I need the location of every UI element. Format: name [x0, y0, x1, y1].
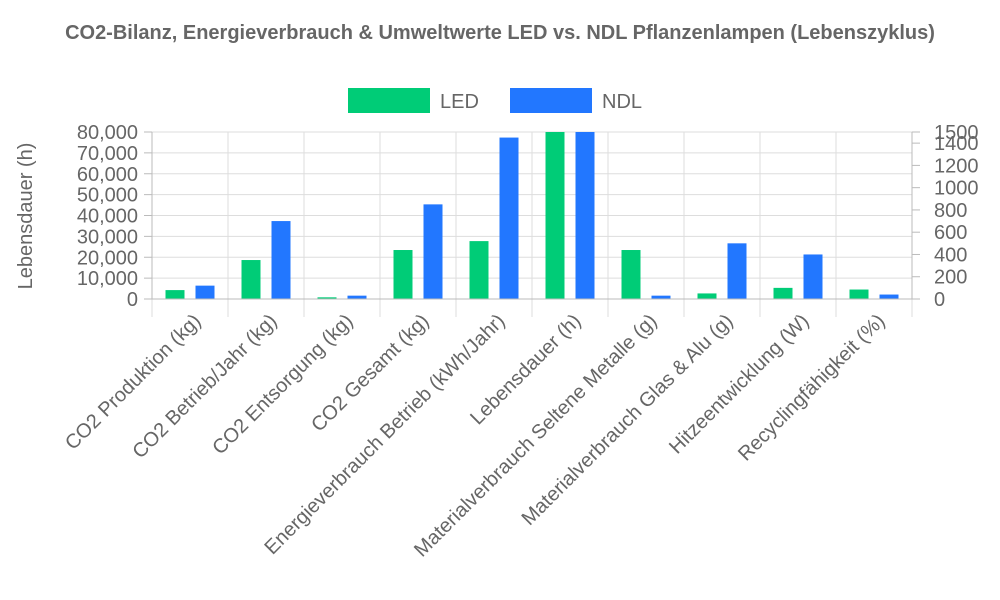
bar-led: [241, 260, 261, 299]
x-tick-label: CO2 Entsorgung (kg): [208, 310, 357, 459]
bar-led: [621, 250, 641, 299]
y-tick-label: 0: [127, 289, 138, 311]
legend-swatch: [510, 88, 592, 113]
y-tick-label: 50,000: [77, 185, 138, 207]
legend-label: NDL: [602, 91, 642, 113]
legend[interactable]: LED NDL: [348, 88, 642, 113]
y-tick-label: 10,000: [77, 268, 138, 290]
bar-ndl: [271, 221, 291, 299]
bar-led: [849, 289, 869, 299]
grid: [151, 131, 913, 317]
legend-label: LED: [440, 91, 479, 113]
legend-item-led[interactable]: LED: [348, 88, 479, 113]
bars: [165, 132, 899, 299]
y2-tick-label: 1500: [934, 122, 979, 144]
x-tick-label: Recyclingfähigkeit (%): [734, 310, 889, 465]
x-tick-label: CO2 Betrieb/Jahr (kg): [128, 310, 281, 463]
bar-led: [545, 132, 565, 299]
y2-tick-label: 600: [934, 222, 967, 244]
x-tick-label: CO2 Produktion (kg): [61, 310, 205, 454]
y2-tick-label: 400: [934, 244, 967, 266]
bar-ndl: [803, 254, 823, 299]
axes: 010,00020,00030,00040,00050,00060,00070,…: [61, 122, 978, 561]
legend-swatch: [348, 88, 430, 113]
y-tick-label: 80,000: [77, 122, 138, 144]
y-tick-label: 70,000: [77, 143, 138, 165]
y2-tick-label: 800: [934, 200, 967, 222]
bar-led: [393, 250, 413, 299]
bar-led: [697, 293, 717, 299]
y-axis-title: Lebensdauer (h): [15, 143, 37, 290]
y-tick-label: 40,000: [77, 206, 138, 228]
bar-led: [165, 290, 185, 299]
y-tick-label: 60,000: [77, 164, 138, 186]
y2-tick-label: 200: [934, 267, 967, 289]
y2-tick-label: 1000: [934, 178, 979, 200]
bar-led: [773, 287, 793, 299]
bar-ndl: [651, 295, 671, 299]
legend-item-ndl[interactable]: NDL: [510, 88, 642, 113]
bar-ndl: [575, 132, 595, 299]
bar-led: [469, 241, 489, 299]
chart-title: CO2-Bilanz, Energieverbrauch & Umweltwer…: [65, 22, 935, 44]
bar-ndl: [879, 294, 899, 299]
bar-ndl: [195, 285, 215, 299]
x-tick-label: Hitzeentwicklung (W): [665, 310, 813, 458]
bar-ndl: [499, 137, 519, 299]
y-tick-label: 30,000: [77, 226, 138, 248]
y-tick-label: 20,000: [77, 247, 138, 269]
bar-led: [317, 297, 337, 299]
bar-ndl: [347, 295, 367, 299]
y2-tick-label: 1200: [934, 155, 979, 177]
y2-tick-label: 1400: [934, 133, 979, 155]
y2-tick-label: 0: [934, 289, 945, 311]
bar-ndl: [423, 204, 443, 299]
bar-ndl: [727, 243, 747, 299]
